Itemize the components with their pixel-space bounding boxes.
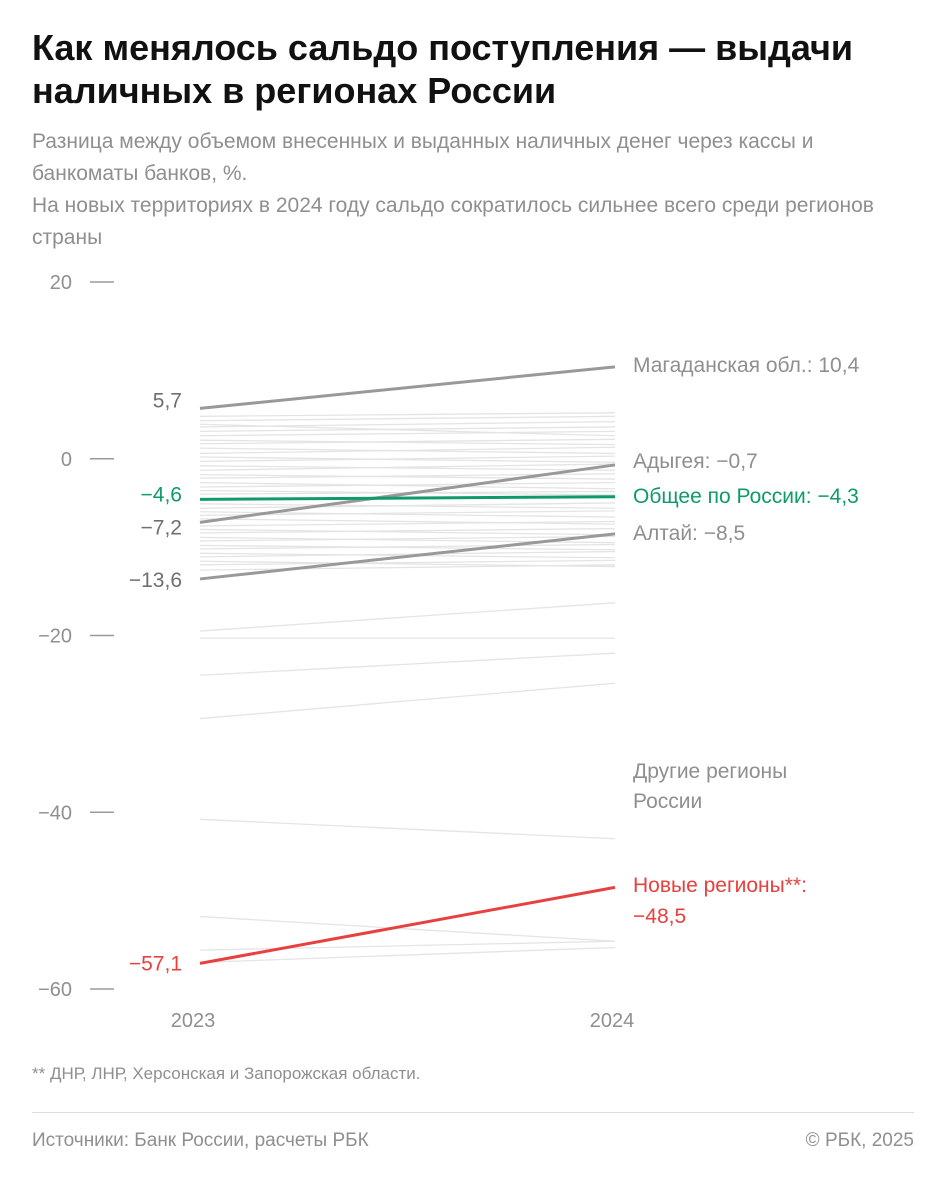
footer-divider xyxy=(32,1112,914,1113)
series-line xyxy=(199,495,616,501)
other-region-line xyxy=(199,439,616,446)
other-regions-label: России xyxy=(633,790,702,813)
chart-labels: 2023 2024 5,7 −7,2 −13,6 −4,6 −57,1 Магаданская… xyxy=(129,354,860,1032)
series-label-2024: −48,5 xyxy=(633,905,686,928)
other-region-line xyxy=(199,423,616,437)
y-tick-label: 0 xyxy=(61,449,72,471)
x-tick-label: 2023 xyxy=(171,1010,216,1032)
other-region-line xyxy=(199,544,616,551)
other-region-line xyxy=(199,559,616,566)
series-label-2024: Новые регионы**: xyxy=(633,874,807,897)
other-region-line xyxy=(199,518,616,525)
subtitle-line-1: Разница между объемом внесенных и выданн… xyxy=(32,130,814,185)
y-tick-label: −20 xyxy=(38,626,72,648)
other-region-line xyxy=(199,463,616,471)
chart-subtitle: Разница между объемом внесенных и выданн… xyxy=(32,126,912,254)
other-region-line xyxy=(199,940,616,951)
value-label-2023: −13,6 xyxy=(129,569,182,592)
y-tick-label: −40 xyxy=(38,802,72,824)
series-label-2024: Алтай: −8,5 xyxy=(633,522,745,545)
other-region-line xyxy=(199,818,616,840)
other-region-line xyxy=(199,946,616,964)
value-label-2023: 5,7 xyxy=(153,389,182,412)
chart-title: Как менялось сальдо поступления — выдачи… xyxy=(32,27,854,111)
x-tick-label: 2024 xyxy=(590,1010,635,1032)
other-region-line xyxy=(199,502,616,509)
other-region-line xyxy=(199,456,616,463)
series-line xyxy=(199,365,616,410)
other-regions-label: Другие регионы xyxy=(633,760,787,783)
other-region-line xyxy=(199,550,616,558)
other-region-line xyxy=(199,510,616,516)
other-region-line xyxy=(199,415,616,422)
value-label-2023: −4,6 xyxy=(141,483,182,506)
subtitle-line-2: На новых территориях в 2024 году сальдо … xyxy=(32,194,874,249)
other-region-line xyxy=(199,412,616,417)
value-label-2023: −7,2 xyxy=(141,516,182,539)
series-line xyxy=(199,463,616,524)
value-label-2023: −57,1 xyxy=(129,952,182,975)
y-tick-label: 20 xyxy=(50,272,72,294)
other-region-line xyxy=(199,527,616,534)
other-region-line xyxy=(199,535,616,542)
other-region-line xyxy=(199,564,616,571)
other-region-line xyxy=(199,602,616,632)
series-line xyxy=(199,532,616,581)
other-region-line xyxy=(199,915,616,942)
other-region-line xyxy=(199,682,616,720)
other-region-line xyxy=(199,481,616,488)
highlight-lines xyxy=(199,365,616,965)
copyright: © РБК, 2025 xyxy=(805,1130,914,1151)
other-region-line xyxy=(199,438,616,445)
other-region-line xyxy=(199,481,616,490)
other-region-line xyxy=(199,426,616,433)
source-note: Источники: Банк России, расчеты РБК xyxy=(32,1130,369,1151)
other-regions-lines xyxy=(199,412,616,964)
slope-chart: 20 0 −20 −40 −60 2023 2024 5,7 −7,2 −13,6 −4,6 −57… xyxy=(38,272,860,1032)
other-region-line xyxy=(199,528,616,536)
other-region-line xyxy=(199,430,616,437)
other-region-line xyxy=(199,652,616,676)
series-label-2024: Адыгея: −0,7 xyxy=(633,450,758,473)
other-region-line xyxy=(199,465,616,471)
series-label-2024: Общее по России: −4,3 xyxy=(633,485,859,508)
y-axis: 20 0 −20 −40 −60 xyxy=(38,272,114,1001)
other-region-line xyxy=(199,455,616,463)
other-region-line xyxy=(199,446,616,455)
other-region-line xyxy=(199,520,616,527)
footnote: ** ДНР, ЛНР, Херсонская и Запорожская об… xyxy=(32,1064,421,1083)
series-label-2024: Магаданская обл.: 10,4 xyxy=(633,354,860,377)
series-line xyxy=(199,885,616,965)
other-region-line xyxy=(199,543,616,550)
y-tick-label: −60 xyxy=(38,979,72,1001)
other-region-line xyxy=(199,474,616,480)
